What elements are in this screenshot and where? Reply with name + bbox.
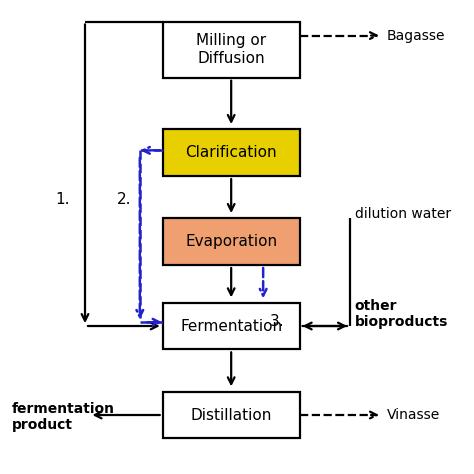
Text: dilution water: dilution water xyxy=(355,207,451,220)
Text: Distillation: Distillation xyxy=(191,408,272,422)
FancyBboxPatch shape xyxy=(163,302,300,349)
FancyBboxPatch shape xyxy=(163,218,300,265)
Text: Evaporation: Evaporation xyxy=(185,234,277,249)
FancyBboxPatch shape xyxy=(163,392,300,438)
Text: other
bioproducts: other bioproducts xyxy=(355,299,448,329)
Text: Bagasse: Bagasse xyxy=(386,28,445,43)
Text: 1.: 1. xyxy=(55,192,69,207)
Text: fermentation
product: fermentation product xyxy=(12,402,115,432)
Text: Milling or
Diffusion: Milling or Diffusion xyxy=(196,34,266,66)
Text: 2.: 2. xyxy=(117,192,131,207)
Text: Clarification: Clarification xyxy=(185,145,277,160)
FancyBboxPatch shape xyxy=(163,129,300,176)
Text: Vinasse: Vinasse xyxy=(386,408,440,422)
Text: Fermentation: Fermentation xyxy=(180,319,282,334)
Text: 3.: 3. xyxy=(270,314,284,329)
FancyBboxPatch shape xyxy=(163,21,300,78)
